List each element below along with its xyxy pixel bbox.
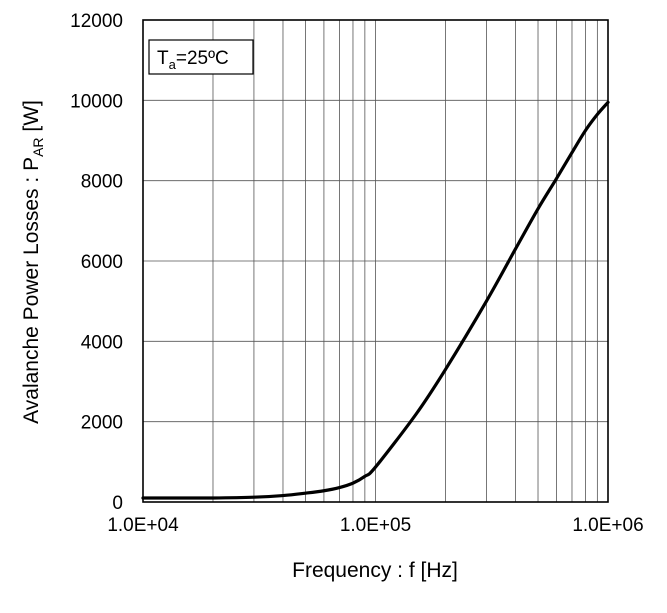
y-axis-title: Avalanche Power Losses : PAR [W] [20, 100, 46, 424]
x-tick-label: 1.0E+05 [340, 515, 411, 536]
y-axis-title-main: Avalanche Power Losses : P [20, 157, 43, 424]
annotation-box [148, 39, 254, 75]
annotation-text: Ta=25ºC [157, 48, 229, 72]
grid-lines [143, 20, 608, 502]
annotation-sub: a [169, 57, 177, 72]
x-tick-label: 1.0E+04 [107, 515, 179, 536]
x-axis-title: Frequency : f [Hz] [292, 559, 458, 582]
y-tick-labels: 0 2000 4000 6000 8000 10000 12000 [70, 11, 123, 514]
x-tick-labels: 1.0E+04 1.0E+05 1.0E+06 [107, 515, 643, 536]
y-axis-title-unit: [W] [20, 100, 43, 137]
y-tick-label: 8000 [81, 172, 123, 193]
temperature-annotation: Ta=25ºC [148, 39, 254, 75]
y-tick-label: 6000 [81, 252, 123, 273]
y-tick-label: 10000 [70, 91, 123, 112]
y-tick-label: 2000 [81, 413, 123, 434]
y-tick-label: 4000 [81, 332, 123, 353]
plot-frame [142, 19, 609, 503]
annotation-main: T [157, 48, 169, 69]
y-tick-label: 0 [112, 493, 123, 514]
annotation-rest: =25ºC [176, 48, 229, 69]
y-tick-label: 12000 [70, 11, 123, 32]
series-line [141, 100, 610, 500]
x-tick-label: 1.0E+06 [572, 515, 643, 536]
series-curve-group [141, 100, 610, 500]
y-axis-title-sub: AR [30, 137, 46, 156]
